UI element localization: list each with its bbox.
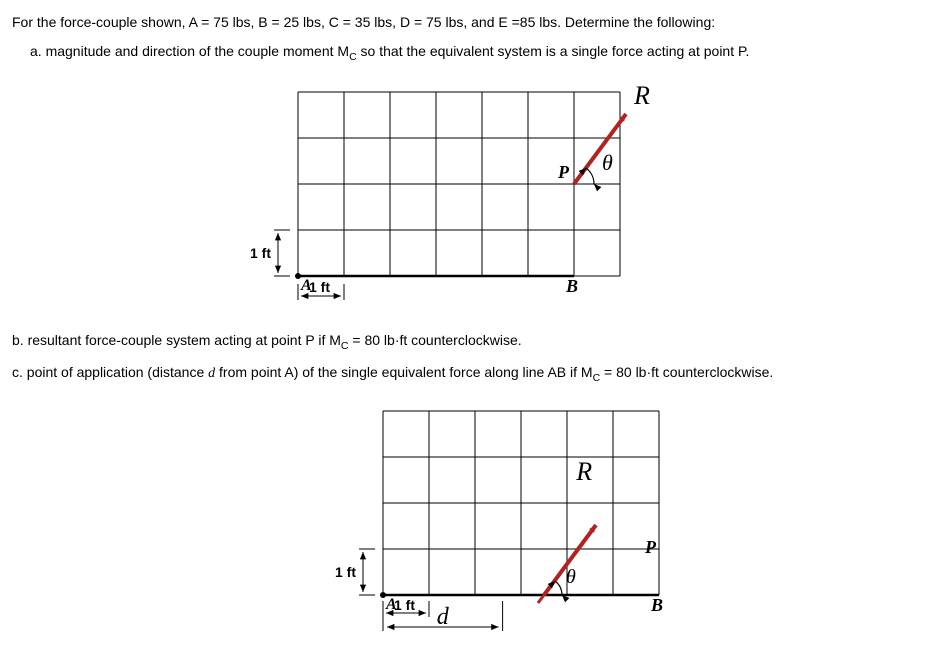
part-a-tail: so that the equivalent system is a singl… [357, 43, 750, 59]
part-a-text: a. magnitude and direction of the couple… [30, 41, 914, 66]
svg-text:P: P [557, 162, 570, 182]
svg-text:R: R [633, 81, 650, 110]
part-a-sub: C [349, 51, 357, 63]
svg-text:θ: θ [566, 566, 576, 588]
intro-text: For the force-couple shown, A = 75 lbs, … [12, 12, 914, 33]
svg-text:1 ft: 1 ft [309, 279, 330, 295]
part-c-text: c. point of application (distance d from… [12, 362, 914, 387]
part-b-sub: C [341, 339, 349, 351]
svg-text:θ: θ [602, 150, 613, 175]
svg-text:B: B [650, 595, 663, 615]
figure-2-svg: ABPRθ1 ftd1 ft [333, 395, 733, 635]
part-c-mid: from point A) of the single equivalent f… [215, 364, 592, 380]
svg-text:1 ft: 1 ft [394, 597, 415, 613]
svg-text:P: P [644, 537, 657, 557]
part-c-tail: = 80 lb·ft counterclockwise. [600, 364, 773, 380]
part-b-text: b. resultant force-couple system acting … [12, 330, 914, 355]
part-b-lead: b. resultant force-couple system acting … [12, 332, 341, 348]
part-b-tail: = 80 lb·ft counterclockwise. [349, 332, 522, 348]
svg-text:B: B [565, 276, 578, 296]
figure-1: ABPRθ1 ft1 ft [12, 76, 914, 316]
part-a-lead: a. magnitude and direction of the couple… [30, 43, 349, 59]
svg-text:1 ft: 1 ft [335, 564, 356, 580]
svg-text:R: R [575, 457, 592, 486]
svg-text:d: d [437, 604, 450, 630]
svg-text:1 ft: 1 ft [250, 245, 271, 261]
figure-1-svg: ABPRθ1 ft1 ft [248, 76, 678, 316]
figure-2: ABPRθ1 ftd1 ft [12, 395, 914, 635]
part-c-lead: c. point of application (distance [12, 364, 208, 380]
